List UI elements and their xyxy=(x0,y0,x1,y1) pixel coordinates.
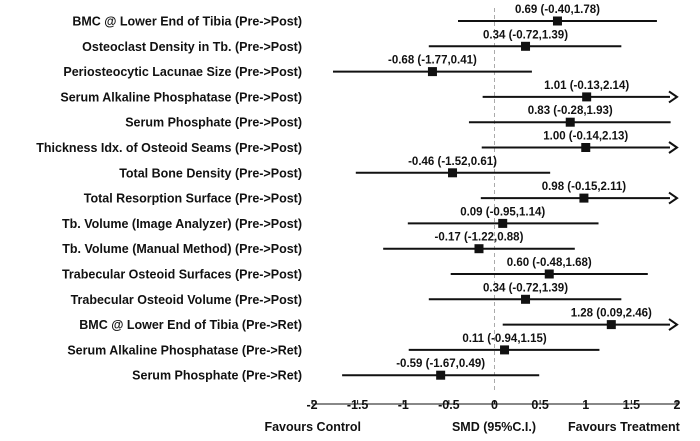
point-estimate xyxy=(581,143,591,152)
estimate-label: -0.59 (-1.67,0.49) xyxy=(396,358,485,370)
estimate-label: 1.01 (-0.13,2.14) xyxy=(544,80,629,92)
point-estimate xyxy=(436,370,446,380)
x-tick-label: -0.5 xyxy=(438,398,460,412)
point-estimate xyxy=(427,67,437,77)
row-label: Total Bone Density (Pre->Post) xyxy=(119,166,302,180)
estimate-label: 0.69 (-0.40,1.78) xyxy=(515,4,600,16)
forest-row: Tb. Volume (Image Analyzer) (Pre->Post) 0… xyxy=(62,206,599,231)
forest-row: Tb. Volume (Manual Method) (Pre->Post) -0… xyxy=(62,232,575,256)
estimate-label: 1.28 (0.09,2.46) xyxy=(571,308,652,320)
row-label: Serum Alkaline Phosphatase (Pre->Ret) xyxy=(67,343,302,357)
x-tick-label: -1.5 xyxy=(347,398,369,412)
estimate-label: 0.34 (-0.72,1.39) xyxy=(483,29,568,41)
x-tick-label: 0 xyxy=(491,398,498,412)
row-label: Tb. Volume (Image Analyzer) (Pre->Post) xyxy=(62,217,302,231)
right-annotation: Favours Treatment xyxy=(568,420,681,434)
point-estimate xyxy=(448,168,458,178)
x-axis-label: SMD (95%C.I.) xyxy=(452,420,536,434)
point-estimate xyxy=(521,41,531,51)
point-estimate xyxy=(565,117,575,127)
forest-row: Trabecular Osteoid Volume (Pre->Post) 0.3… xyxy=(71,282,622,307)
estimate-label: -0.17 (-1.22,0.88) xyxy=(435,232,524,244)
forest-row: Serum Alkaline Phosphatase (Pre->Post) 1.… xyxy=(60,80,679,104)
forest-row: BMC @ Lower End of Tibia (Pre->Ret) 1.28 … xyxy=(79,308,679,332)
forest-row: Total Resorption Surface (Pre->Post) 0.98… xyxy=(84,181,679,206)
estimate-label: 0.11 (-0.94,1.15) xyxy=(462,333,547,345)
estimate-label: -0.68 (-1.77,0.41) xyxy=(388,55,477,67)
forest-row: Periosteocytic Lacunae Size (Pre->Post) -… xyxy=(63,55,532,79)
row-label: Thickness Idx. of Osteoid Seams (Pre->Po… xyxy=(36,141,302,155)
x-tick-label: 0.5 xyxy=(531,398,548,412)
point-estimate xyxy=(500,345,510,355)
row-label: Serum Phosphate (Pre->Ret) xyxy=(132,369,302,383)
x-tick-label: -2 xyxy=(306,398,317,412)
ci-arrow xyxy=(668,191,679,205)
row-label: Total Resorption Surface (Pre->Post) xyxy=(84,192,302,206)
row-label: Trabecular Osteoid Volume (Pre->Post) xyxy=(71,293,302,307)
point-estimate xyxy=(474,244,484,254)
left-annotation: Favours Control xyxy=(264,420,361,434)
x-tick-label: 1 xyxy=(582,398,589,412)
ci-arrow xyxy=(668,90,679,104)
estimate-label: -0.46 (-1.52,0.61) xyxy=(408,156,497,168)
point-estimate xyxy=(498,218,508,228)
point-estimate xyxy=(544,269,554,279)
forest-row: Serum Alkaline Phosphatase (Pre->Ret) 0.1… xyxy=(67,333,600,357)
forest-row: Serum Phosphate (Pre->Ret) -0.59 (-1.67,0… xyxy=(132,358,540,383)
row-label: Trabecular Osteoid Surfaces (Pre->Post) xyxy=(62,268,302,282)
point-estimate xyxy=(552,16,562,26)
footer: Favours Control SMD (95%C.I.) Favours Tr… xyxy=(264,420,680,434)
row-label: Osteoclast Density in Tb. (Pre->Post) xyxy=(82,40,302,54)
row-label: Periosteocytic Lacunae Size (Pre->Post) xyxy=(63,65,302,79)
point-estimate xyxy=(579,193,589,203)
forest-row: Serum Phosphate (Pre->Post) 0.83 (-0.28,1… xyxy=(125,105,671,130)
x-tick-label: 1.5 xyxy=(623,398,640,412)
forest-row: Total Bone Density (Pre->Post) -0.46 (-1.… xyxy=(119,156,551,180)
estimate-label: 0.34 (-0.72,1.39) xyxy=(483,282,568,294)
row-label: Tb. Volume (Manual Method) (Pre->Post) xyxy=(62,242,302,256)
rows-layer: BMC @ Lower End of Tibia (Pre->Post) 0.69… xyxy=(36,4,679,383)
row-label: BMC @ Lower End of Tibia (Pre->Post) xyxy=(72,15,302,29)
forest-row: Thickness Idx. of Osteoid Seams (Pre->Po… xyxy=(36,131,679,155)
x-tick-label: 2 xyxy=(674,398,681,412)
forest-row: BMC @ Lower End of Tibia (Pre->Post) 0.69… xyxy=(72,4,657,29)
row-label: Serum Phosphate (Pre->Post) xyxy=(125,116,302,130)
row-label: Serum Alkaline Phosphatase (Pre->Post) xyxy=(60,90,302,104)
x-axis: -2 -1.5 -1 -0.5 0 0.5 1 1.5 2 xyxy=(306,398,680,412)
point-estimate xyxy=(521,294,531,304)
point-estimate xyxy=(606,320,616,330)
estimate-label: 0.09 (-0.95,1.14) xyxy=(460,206,545,218)
estimate-label: 1.00 (-0.14,2.13) xyxy=(543,131,628,143)
forest-row: Trabecular Osteoid Surfaces (Pre->Post) 0… xyxy=(62,257,648,282)
point-estimate xyxy=(582,92,592,102)
estimate-label: 0.60 (-0.48,1.68) xyxy=(507,257,592,269)
x-tick-label: -1 xyxy=(398,398,409,412)
row-label: BMC @ Lower End of Tibia (Pre->Ret) xyxy=(79,318,302,332)
estimate-label: 0.83 (-0.28,1.93) xyxy=(528,105,613,117)
ci-arrow xyxy=(668,318,679,331)
estimate-label: 0.98 (-0.15,2.11) xyxy=(542,181,627,193)
forest-row: Osteoclast Density in Tb. (Pre->Post) 0.3… xyxy=(82,29,622,54)
ci-arrow xyxy=(668,141,679,154)
